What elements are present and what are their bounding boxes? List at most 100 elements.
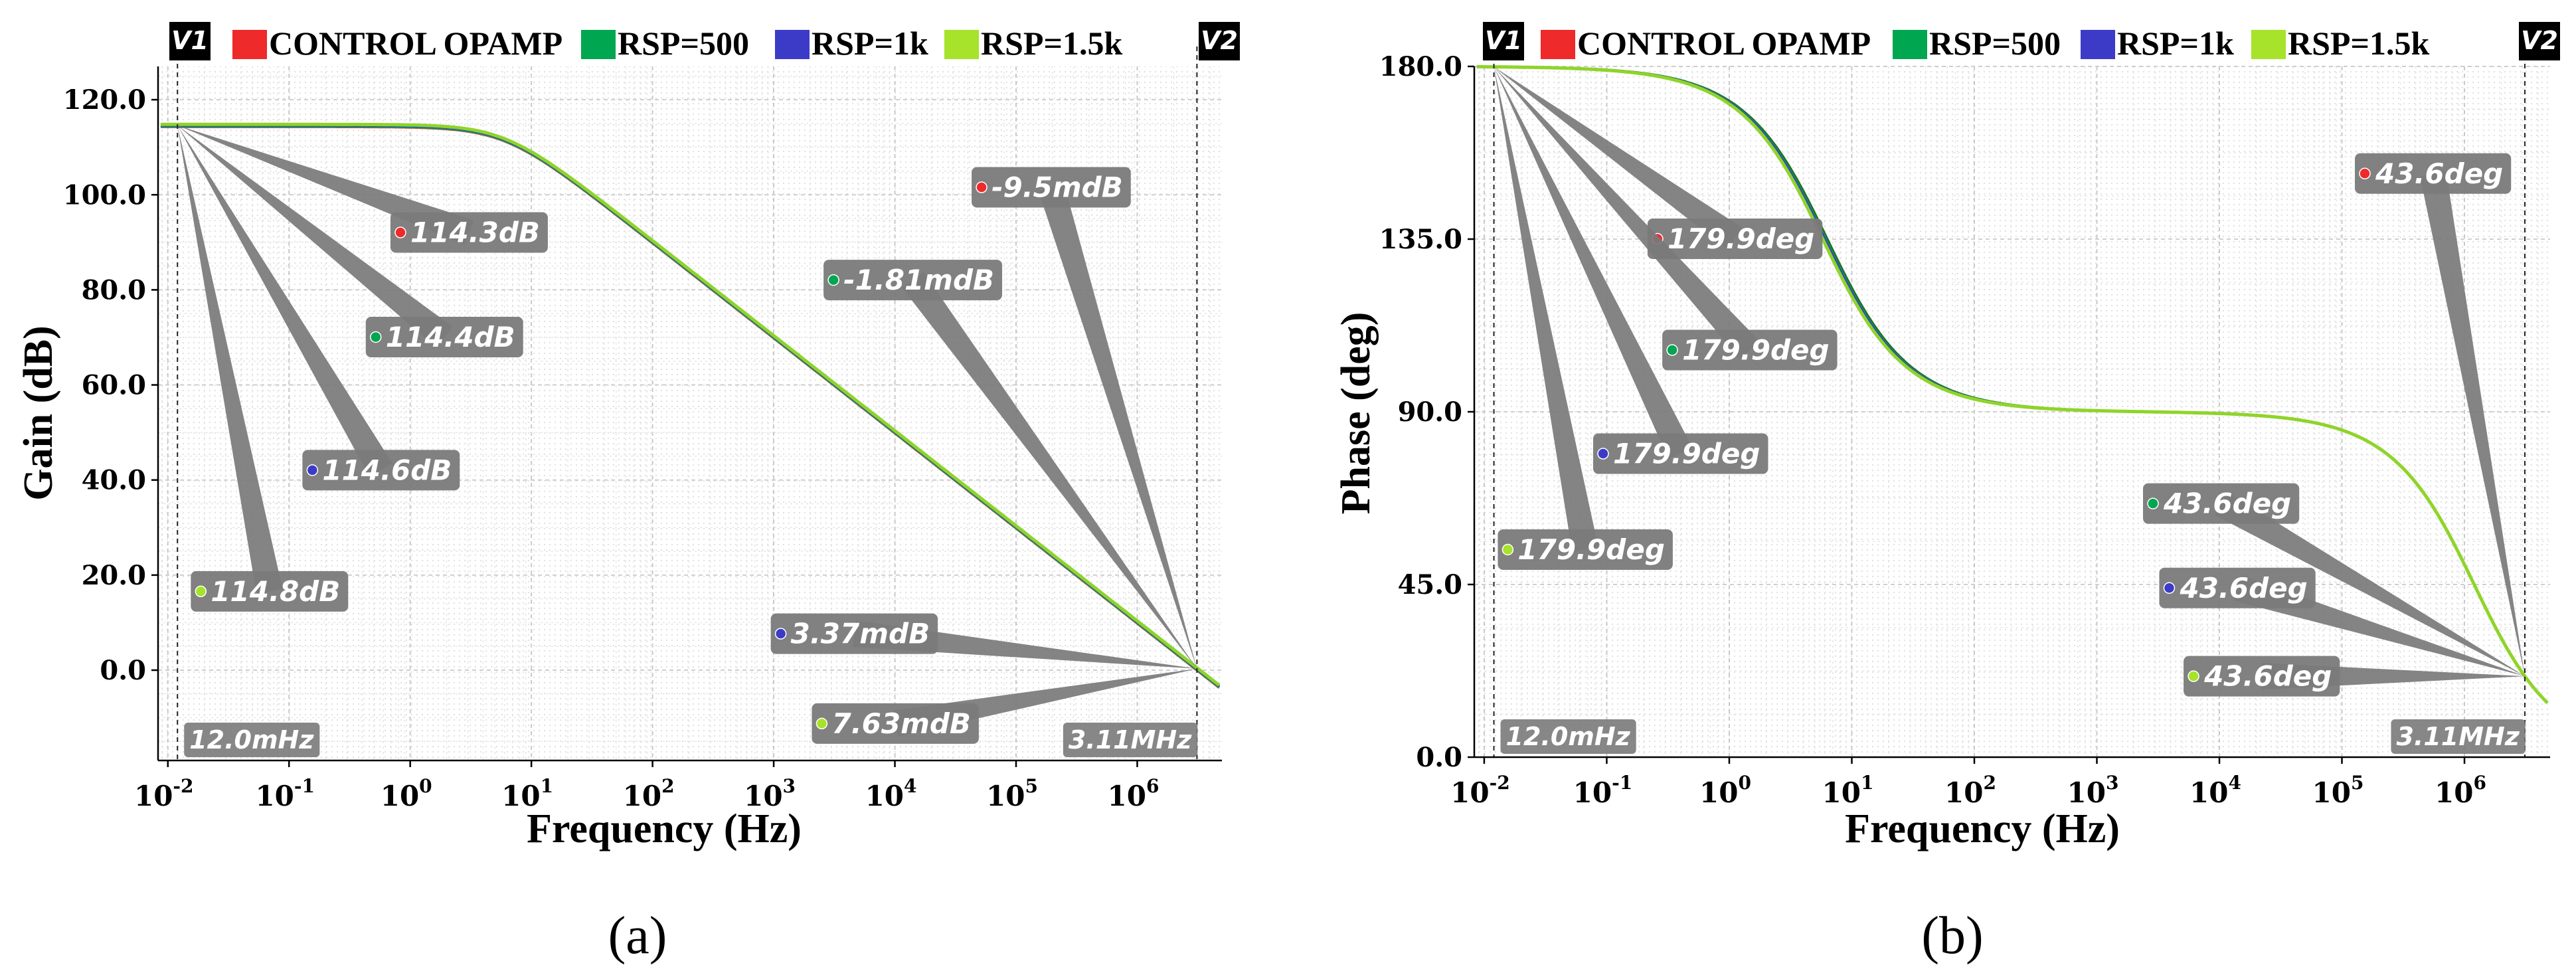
y-tick-label: 90.0 <box>1398 397 1462 428</box>
marker-readout: 114.6dB <box>322 454 452 486</box>
marker-dot <box>2188 670 2199 682</box>
x-tick-label: 100 <box>1699 772 1751 809</box>
cursor-v1-readout: 12.0mHz <box>1506 722 1631 751</box>
legend: V1 CONTROL OPAMP RSP=500 RSP=1k RSP=1.5k… <box>169 22 1240 62</box>
legend-swatch-control <box>232 30 267 59</box>
marker-box <box>191 571 349 612</box>
legend-label-rsp500: RSP=500 <box>1929 25 2061 62</box>
legend-swatch-control <box>1541 30 1575 59</box>
legend-label-rsp15k: RSP=1.5k <box>2288 25 2429 62</box>
marker-box <box>2355 153 2512 194</box>
marker-box <box>812 703 979 744</box>
panel-caption-a: (a) <box>608 907 667 965</box>
y-tick-label: 0.0 <box>100 655 146 686</box>
marker-dot <box>816 717 828 730</box>
marker-readout: 114.8dB <box>211 575 340 608</box>
marker-dot <box>2359 167 2371 180</box>
phase-chart: 12.0mHz 3.11MHz 179.9deg 179.9deg 179.9deg 1… <box>1333 22 2560 965</box>
legend-swatch-rsp500 <box>581 30 616 59</box>
marker-readout: 3.37mdB <box>791 618 930 650</box>
x-tick-label: 10-1 <box>255 775 315 812</box>
y-tick-label: 80.0 <box>82 274 146 306</box>
marker-dot <box>1597 448 1609 460</box>
marker-leader <box>1494 66 1760 359</box>
y-tick-label: 120.0 <box>63 84 146 116</box>
marker-readout: 43.6deg <box>2375 157 2503 190</box>
marker-dot <box>1666 344 1678 356</box>
marker-dot <box>774 628 787 640</box>
cursor-v1-readout-bg <box>1500 719 1636 754</box>
x-axis-label: Frequency (Hz) <box>527 806 802 851</box>
y-tick-label: 40.0 <box>82 465 146 496</box>
x-tick-label: 103 <box>2067 772 2119 809</box>
marker-box <box>1498 529 1673 570</box>
cursor-v1-readout: 12.0mHz <box>189 725 314 755</box>
marker-leader <box>1494 66 1598 553</box>
y-tick-label: 60.0 <box>82 370 146 401</box>
marker-leader <box>902 272 1197 669</box>
series-line-rsp-1-5k <box>160 122 1221 687</box>
x-tick-label: 106 <box>2435 772 2486 809</box>
marker-box <box>823 260 1003 301</box>
panel-caption-b: (b) <box>1921 907 1983 965</box>
marker-leader <box>2419 171 2525 677</box>
svg-text:V2: V2 <box>1201 26 1238 55</box>
marker-dot <box>2163 582 2176 594</box>
marker-box <box>1662 329 1838 371</box>
marker-dot <box>976 181 987 193</box>
x-tick-label: 105 <box>986 775 1038 812</box>
marker-box <box>1647 219 1823 259</box>
marker-dot <box>2147 497 2159 509</box>
marker-dot <box>306 464 319 476</box>
legend-label-rsp1k: RSP=1k <box>2117 25 2234 62</box>
marker-dot <box>827 274 839 286</box>
marker-box <box>770 613 938 654</box>
marker-readout: 7.63mdB <box>831 707 970 740</box>
y-axis-label: Phase (deg) <box>1333 312 1379 515</box>
marker-leader <box>177 125 453 348</box>
x-tick-label: 104 <box>2190 772 2241 809</box>
legend-label-rsp500: RSP=500 <box>618 25 749 62</box>
marker-readout: -1.81mdB <box>843 264 994 296</box>
cursor-v2-readout: 3.11MHz <box>1069 725 1192 755</box>
marker-readout: 179.9deg <box>1668 222 1814 255</box>
cursor-v1-tag: V1 <box>169 22 211 60</box>
marker-leader <box>1038 183 1197 669</box>
marker-dot <box>370 331 382 343</box>
marker-leader <box>177 125 283 594</box>
legend-label-rsp1k: RSP=1k <box>812 25 928 62</box>
marker-readout: 114.3dB <box>410 217 540 249</box>
marker-box <box>1593 433 1768 474</box>
cursor-v2-tag: V2 <box>1199 22 1240 60</box>
y-tick-label: 20.0 <box>82 560 146 591</box>
legend-swatch-rsp1k <box>2081 30 2115 59</box>
marker-dot <box>394 226 406 238</box>
legend-swatch-rsp500 <box>1893 30 1927 59</box>
cursor-v1-tag: V1 <box>1483 22 1524 60</box>
marker-readout: 43.6deg <box>2203 660 2332 693</box>
y-tick-label: 45.0 <box>1398 569 1462 600</box>
marker-box <box>972 167 1131 208</box>
x-tick-label: 101 <box>1822 772 1874 809</box>
y-tick-label: 135.0 <box>1379 224 1462 255</box>
svg-text:V1: V1 <box>1485 26 1522 55</box>
cursor-v1-readout-bg <box>184 723 320 757</box>
marker-leader <box>177 125 393 478</box>
marker-leader <box>1494 66 1743 250</box>
legend-swatch-rsp15k <box>2251 30 2286 59</box>
svg-text:V1: V1 <box>171 26 209 55</box>
marker-box <box>365 316 523 357</box>
marker-box <box>390 212 548 253</box>
marker-dot <box>1502 543 1514 556</box>
x-tick-label: 10-2 <box>1450 772 1510 809</box>
cursor-v2-tag: V2 <box>2519 22 2560 60</box>
legend: V1 CONTROL OPAMP RSP=500 RSP=1k RSP=1.5k… <box>1483 22 2560 62</box>
svg-text:V2: V2 <box>2521 26 2558 55</box>
series-line-rsp-1-5k <box>1476 65 2549 704</box>
marker-readout: -9.5mdB <box>991 171 1123 204</box>
marker-readout: 179.9deg <box>1517 533 1664 566</box>
marker-readout: 179.9deg <box>1682 334 1829 367</box>
x-tick-label: 106 <box>1107 775 1159 812</box>
marker-dot <box>195 585 207 598</box>
x-tick-label: 10-2 <box>134 775 194 812</box>
